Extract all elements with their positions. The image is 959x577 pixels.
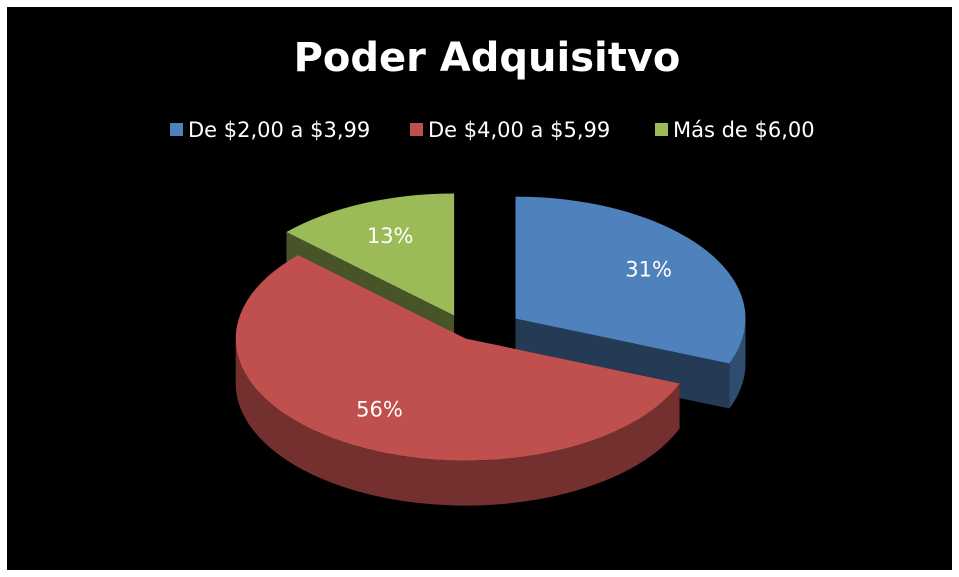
data-label: 13% <box>367 224 414 248</box>
slice <box>515 196 746 364</box>
slice <box>286 193 455 316</box>
slice-wall <box>729 318 746 409</box>
slice-group: 56% <box>235 255 680 506</box>
slice-wall <box>235 338 680 506</box>
legend-label: Más de $6,00 <box>673 118 815 142</box>
chart-title: Poder Adquisitvo <box>294 35 681 81</box>
legend-marker <box>170 123 183 136</box>
legend-marker <box>655 123 668 136</box>
slice <box>235 255 680 461</box>
legend-label: De $4,00 a $5,99 <box>428 118 610 142</box>
slice-group: 31% <box>515 196 746 409</box>
legend-label: De $2,00 a $3,99 <box>188 118 370 142</box>
legend-marker <box>410 123 423 136</box>
data-label: 56% <box>356 398 403 422</box>
data-label: 31% <box>625 258 672 282</box>
